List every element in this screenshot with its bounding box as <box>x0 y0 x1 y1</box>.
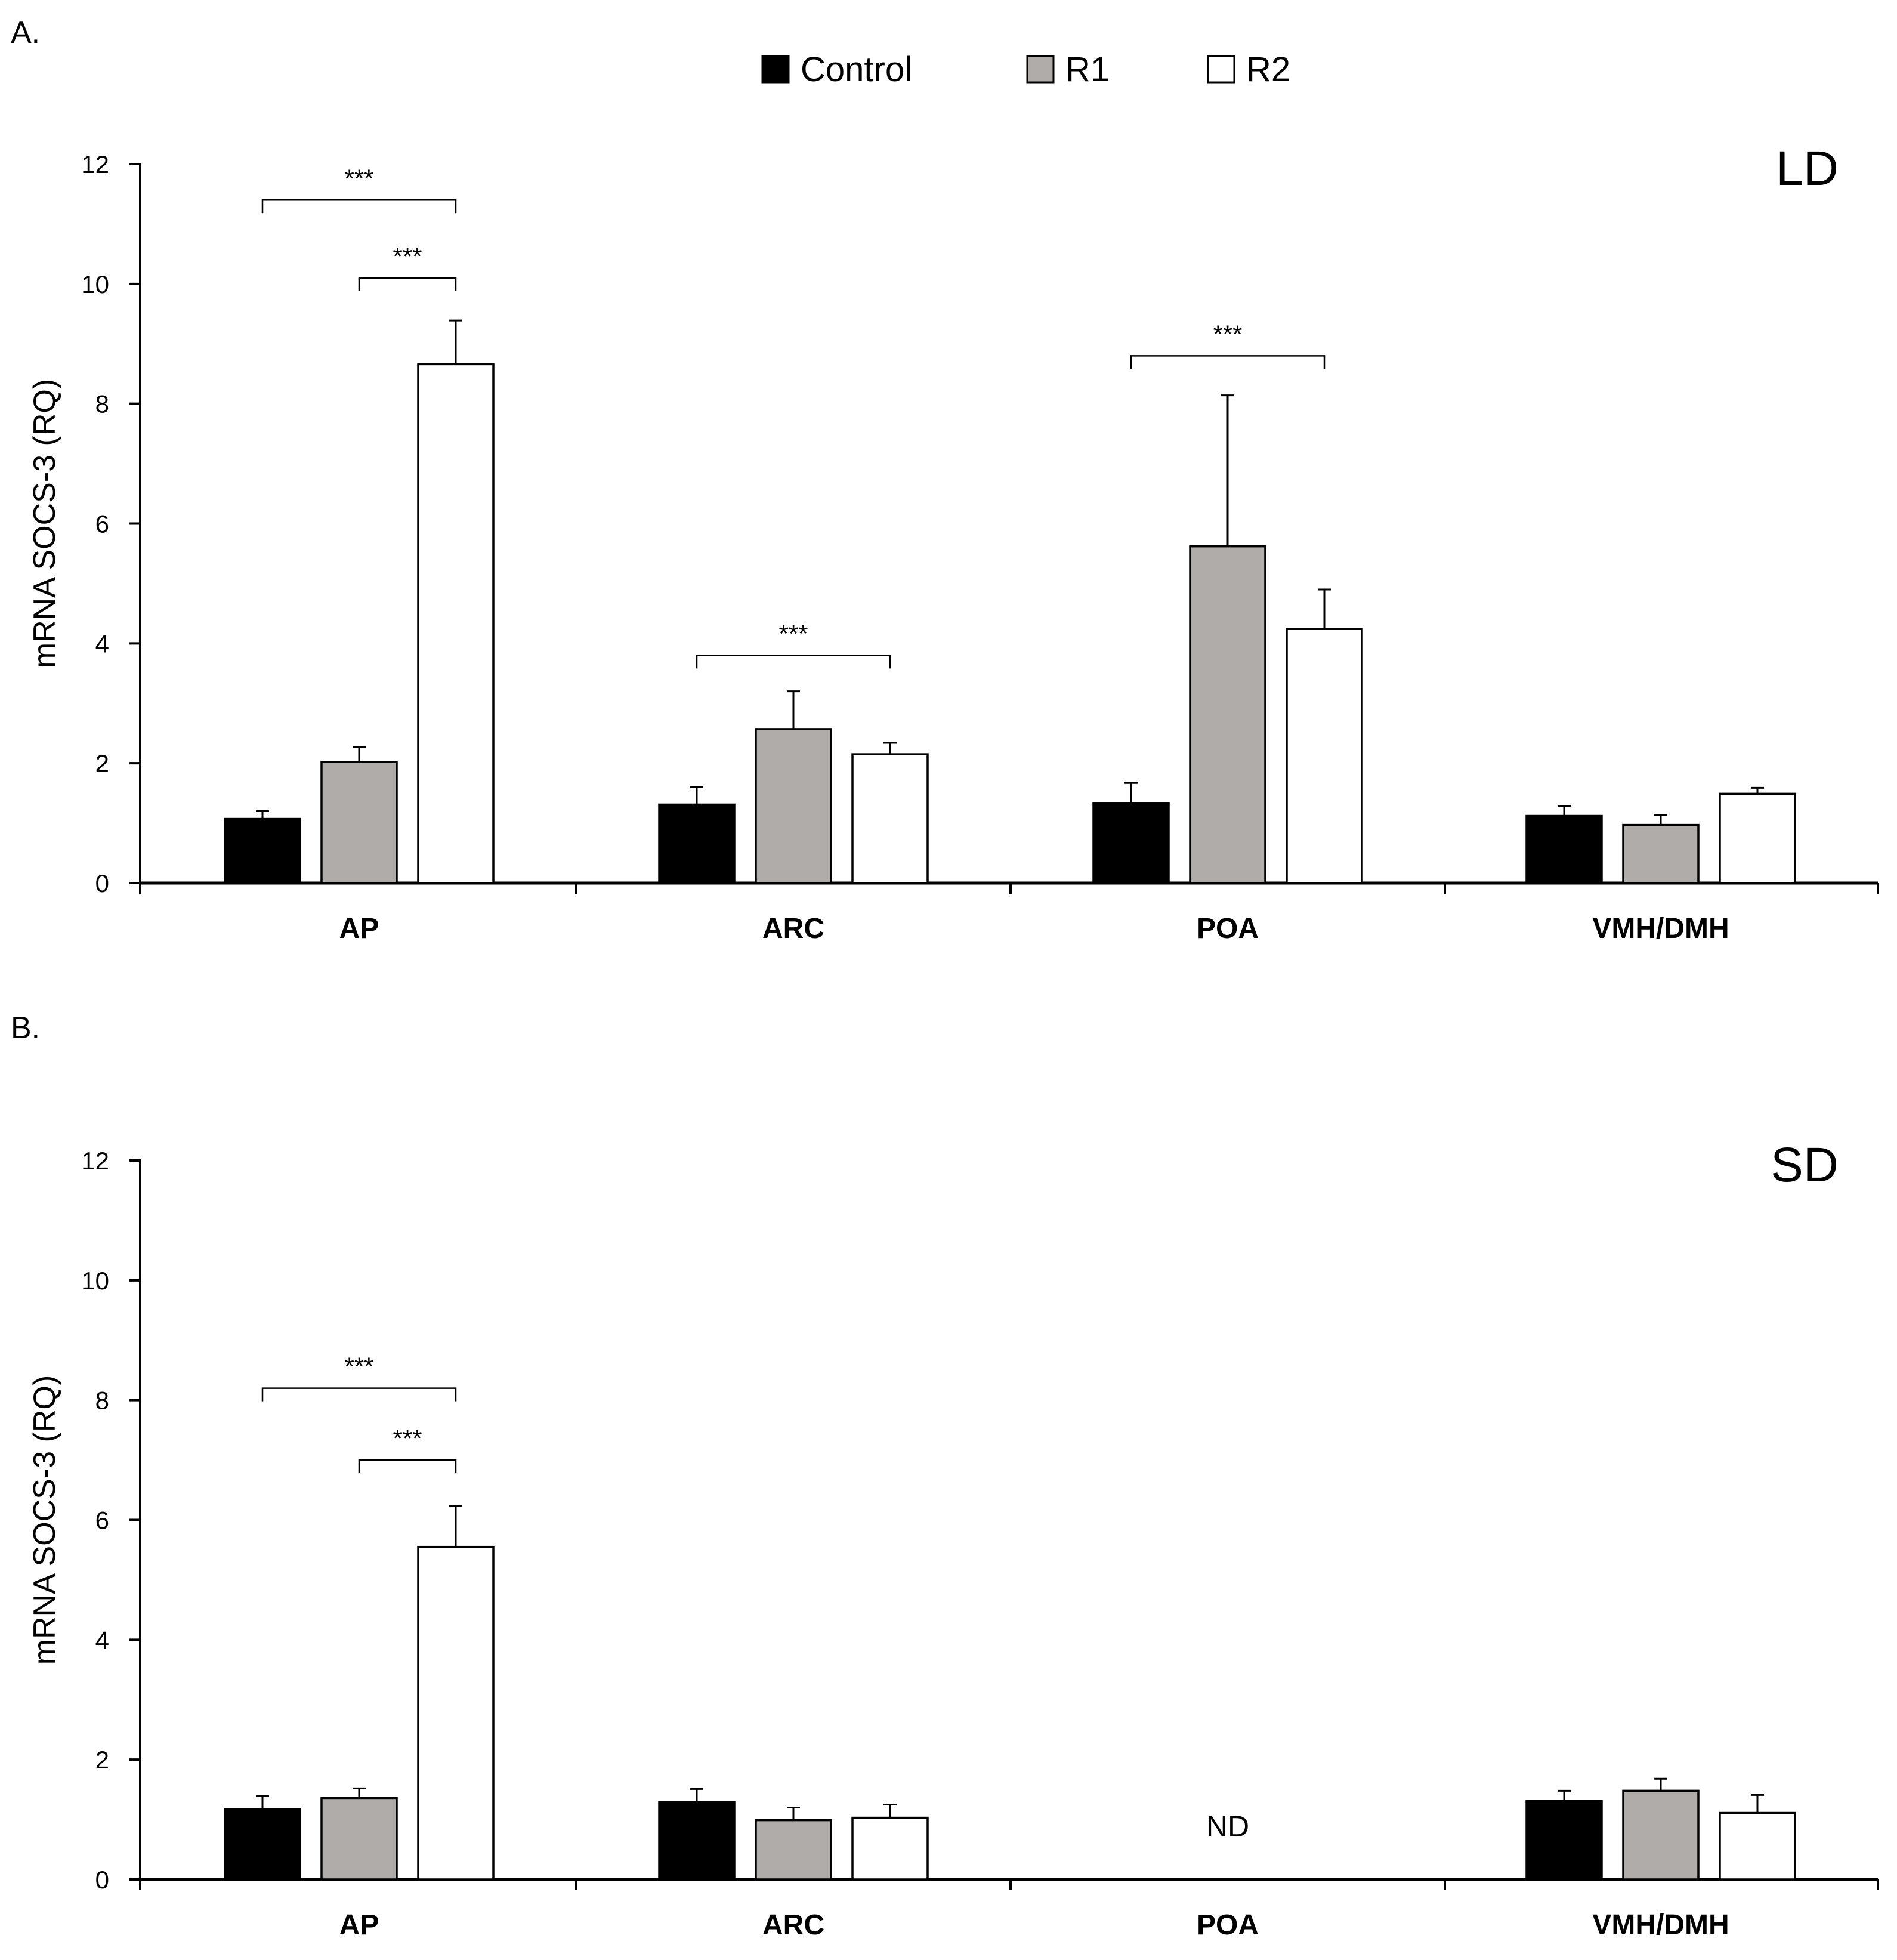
significance-label: *** <box>393 1424 422 1452</box>
y-tick-label: 10 <box>81 270 109 298</box>
bar-r1 <box>1189 545 1266 884</box>
y-axis-label: mRNA SOCS-3 (RQ) <box>27 379 62 668</box>
legend-swatch-r1 <box>1026 55 1055 84</box>
significance-bracket <box>696 655 891 669</box>
legend-swatch-control <box>761 55 790 84</box>
significance-bracket <box>358 277 457 291</box>
panel-letter: B. <box>11 1011 40 1045</box>
y-tick-label: 0 <box>95 869 109 897</box>
significance-label: *** <box>778 619 808 647</box>
x-category-label: VMH/DMH <box>1592 913 1729 944</box>
x-category-label: ARC <box>762 1909 824 1941</box>
significance-bracket <box>261 199 457 214</box>
bar-control <box>224 1808 301 1881</box>
significance-label: *** <box>393 242 422 270</box>
bar-r2 <box>1719 792 1796 884</box>
y-tick-label: 0 <box>95 1866 109 1894</box>
bar-r1 <box>755 1819 832 1881</box>
bar-r2 <box>417 1545 495 1881</box>
bar-r1 <box>755 728 832 884</box>
panel-a: A. LD mRNA SOCS-3 (RQ) 0 2 4 6 8 10 12 AP ARC POA VMH… <box>11 16 1879 944</box>
legend-label-r2: R2 <box>1246 50 1290 89</box>
condition-label: LD <box>1776 141 1839 196</box>
y-tick-label: 4 <box>95 629 109 658</box>
x-category-label: AP <box>339 913 379 944</box>
bar-control <box>1092 802 1170 884</box>
bar-r2 <box>1286 628 1363 884</box>
bar-r1 <box>1622 823 1700 884</box>
legend-label-r1: R1 <box>1065 50 1110 89</box>
bar-r1 <box>320 1797 398 1881</box>
y-tick-label: 8 <box>95 1387 109 1415</box>
x-category-label: ARC <box>762 913 824 944</box>
y-tick-label: 12 <box>81 150 109 178</box>
y-tick-label: 6 <box>95 510 109 538</box>
y-tick-label: 8 <box>95 390 109 418</box>
bar-r2 <box>851 1816 929 1881</box>
y-tick-label: 12 <box>81 1147 109 1175</box>
y-tick-label: 10 <box>81 1267 109 1295</box>
panel-b: B. SD mRNA SOCS-3 (RQ) 0 2 4 6 8 10 12 AP ARC POA VMH… <box>11 1011 1879 1941</box>
significance-label: *** <box>1213 320 1242 348</box>
x-category-label: POA <box>1197 913 1259 944</box>
x-category-label: VMH/DMH <box>1592 1909 1729 1941</box>
bar-control <box>224 817 301 884</box>
y-tick-label: 2 <box>95 749 109 777</box>
bar-control <box>658 803 736 884</box>
significance-bracket <box>358 1459 457 1474</box>
significance-label: *** <box>344 1353 373 1381</box>
y-tick-label: 2 <box>95 1746 109 1774</box>
bar-control <box>1525 1800 1603 1881</box>
bar-r2 <box>851 753 929 884</box>
legend-label-control: Control <box>801 50 912 89</box>
bar-control <box>1525 814 1603 884</box>
y-tick-label: 6 <box>95 1507 109 1535</box>
significance-bracket <box>1130 355 1326 369</box>
panel-letter: A. <box>11 16 40 50</box>
y-tick-label: 4 <box>95 1626 109 1654</box>
bar-r1 <box>320 761 398 884</box>
condition-label: SD <box>1771 1138 1839 1192</box>
bar-r2 <box>1719 1811 1796 1881</box>
bar-r1 <box>1622 1789 1700 1881</box>
x-category-label: POA <box>1197 1909 1259 1941</box>
legend-swatch-r2 <box>1207 55 1235 84</box>
significance-label: *** <box>344 164 373 192</box>
bar-control <box>658 1801 736 1881</box>
x-category-label: AP <box>339 1909 379 1941</box>
bar-r2 <box>417 363 495 884</box>
not-detected-label: ND <box>1206 1810 1249 1843</box>
significance-bracket <box>261 1387 457 1402</box>
legend: Control R1 R2 <box>761 50 1290 89</box>
y-axis-label: mRNA SOCS-3 (RQ) <box>27 1375 62 1665</box>
